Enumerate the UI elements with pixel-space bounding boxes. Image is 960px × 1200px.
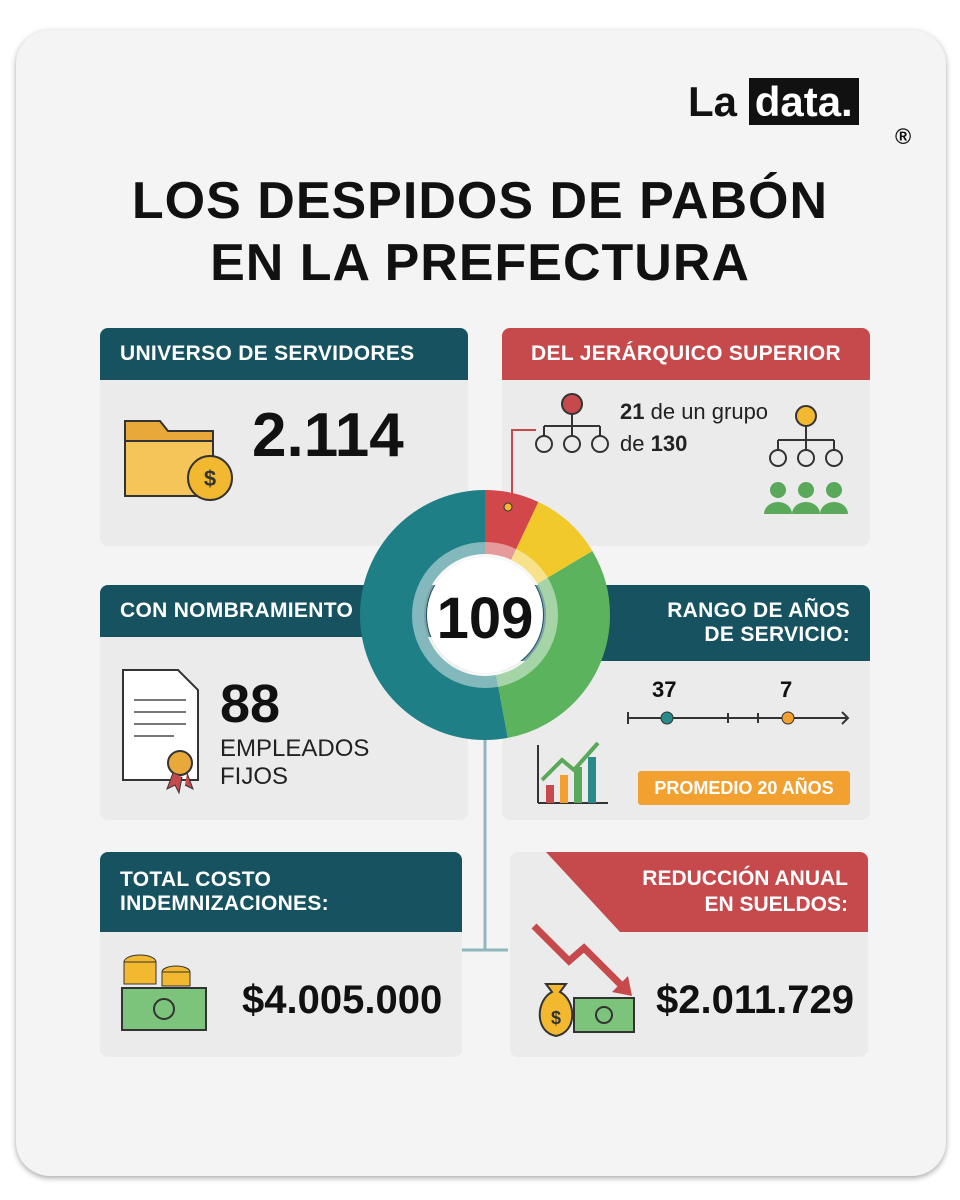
group-text: 21 de un grupo de 130: [620, 396, 768, 460]
card-header: UNIVERSO DE SERVIDORES: [100, 328, 468, 380]
logo-mark: ®: [895, 124, 912, 149]
text: de: [620, 431, 645, 456]
card: TOTAL COSTO INDEMNIZACIONES: $4.005.000: [100, 852, 462, 1057]
card-value: $4.005.000: [242, 978, 443, 1022]
count: 21: [620, 399, 645, 424]
card-header: REDUCCIÓN ANUAL EN SUELDOS:: [642, 867, 848, 916]
card: REDUCCIÓN ANUAL EN SUELDOS: $ $2.011.729: [510, 852, 868, 1057]
logo-right: data.: [748, 78, 859, 125]
card-label: EMPLEADOS FIJOS: [220, 735, 370, 790]
card-value: 88: [220, 674, 281, 734]
average-badge: PROMEDIO 20 AÑOS: [638, 771, 850, 805]
org-icons: [511, 393, 848, 520]
card-value: 2.114: [252, 401, 404, 470]
title-line: LOS DESPIDOS DE PABÓN: [131, 172, 829, 230]
donut: [360, 490, 610, 740]
logo: La data.: [688, 78, 859, 126]
svg-text:$: $: [551, 1008, 561, 1028]
range-chart: [537, 711, 850, 804]
text: de un grupo: [650, 399, 769, 424]
range-min: 7: [780, 677, 793, 702]
svg-text:$: $: [204, 466, 216, 491]
total: 130: [650, 431, 688, 456]
card: DEL JERÁRQUICO SUPERIOR 21 de un grupo d…: [502, 328, 870, 546]
logo-left: La: [688, 78, 738, 125]
card-header: TOTAL COSTO INDEMNIZACIONES:: [100, 852, 462, 932]
document-icon: [122, 669, 199, 795]
header-shape: [546, 852, 868, 932]
money-icon: [121, 954, 207, 1031]
center-value: 109: [436, 586, 534, 651]
title-line: EN LA PREFECTURA: [210, 234, 750, 292]
title: LOS DESPIDOS DE PABÓN EN LA PREFECTURA: [0, 170, 960, 294]
card-header: DEL JERÁRQUICO SUPERIOR: [502, 328, 870, 380]
card: UNIVERSO DE SERVIDORES $ 2.114: [100, 328, 468, 546]
range-max: 37: [652, 677, 677, 702]
decrease-icon: $: [531, 923, 635, 1038]
card-value: $2.011.729: [656, 978, 854, 1022]
folder-icon: $: [124, 420, 233, 501]
